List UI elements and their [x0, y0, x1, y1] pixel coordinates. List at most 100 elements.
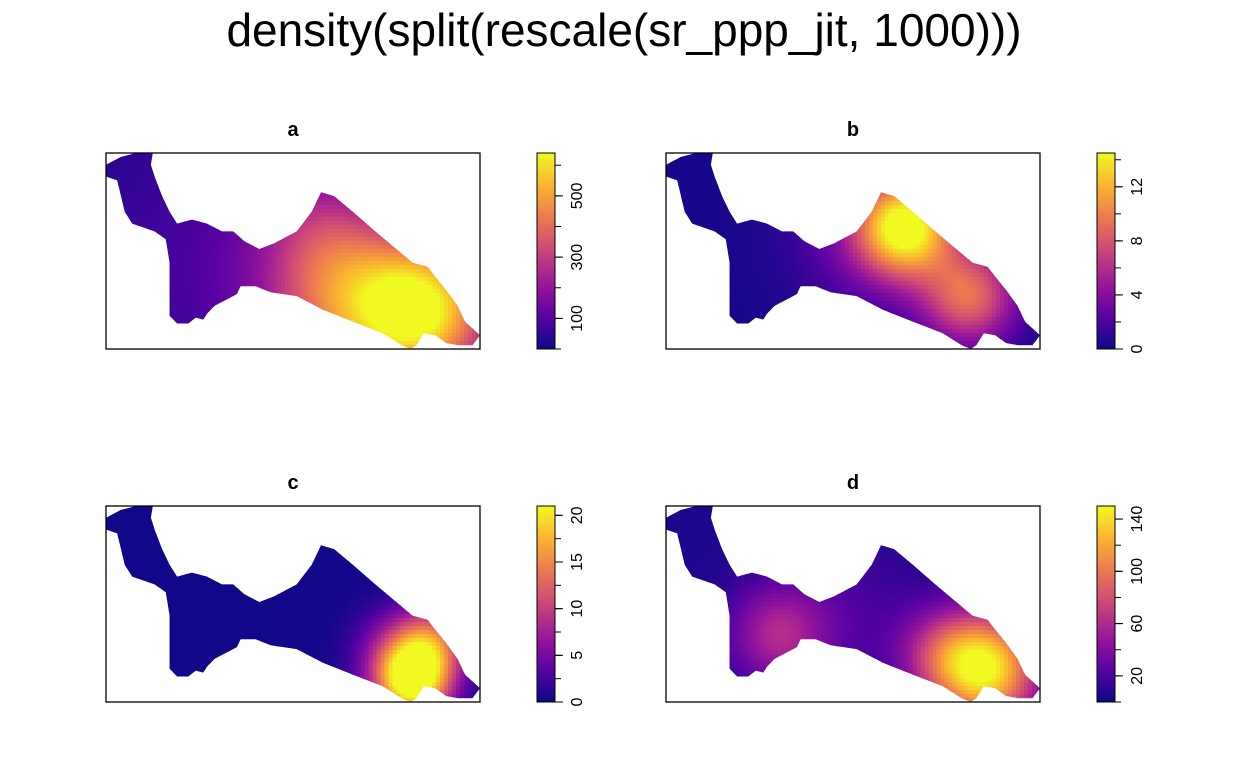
density-cell	[376, 273, 382, 278]
density-cell	[324, 197, 330, 202]
density-cell	[717, 165, 723, 170]
density-cell	[464, 253, 469, 258]
density-cell	[408, 257, 413, 262]
density-cell	[801, 165, 806, 170]
density-cell	[448, 285, 453, 290]
density-cell	[452, 297, 457, 302]
density-cell	[952, 157, 958, 162]
density-cell	[296, 325, 302, 330]
density-cell	[440, 249, 445, 254]
density-cell	[408, 293, 413, 298]
density-cell	[289, 189, 294, 194]
density-cell	[332, 269, 338, 274]
density-cell	[460, 189, 465, 194]
density-cell	[261, 337, 266, 342]
density-cell	[364, 173, 370, 178]
density-cell	[181, 157, 187, 162]
density-cell	[408, 205, 413, 210]
density-cell	[281, 261, 286, 266]
density-cell	[161, 305, 167, 310]
density-cell	[177, 297, 183, 302]
density-cell	[237, 281, 242, 286]
density-cell	[133, 161, 139, 166]
density-cell	[157, 161, 163, 166]
density-cell	[293, 221, 298, 226]
density-cell	[316, 341, 322, 346]
density-cell	[428, 277, 433, 282]
density-cell	[316, 309, 322, 314]
density-cell	[1004, 153, 1009, 158]
density-cell	[249, 269, 254, 274]
density-cell	[169, 305, 175, 310]
density-cell	[300, 293, 306, 298]
density-cell	[352, 273, 358, 278]
density-cell	[241, 285, 246, 290]
density-cell	[432, 193, 437, 198]
density-cell	[245, 281, 250, 286]
density-cell	[300, 185, 306, 190]
density-cell	[189, 233, 195, 238]
density-cell	[396, 161, 402, 166]
density-cell	[257, 201, 262, 206]
density-cell	[412, 261, 417, 266]
density-cell	[217, 157, 222, 162]
density-cell	[285, 257, 290, 262]
density-cell	[460, 317, 465, 322]
density-cell	[320, 233, 326, 238]
density-cell	[352, 189, 358, 194]
density-cell	[189, 253, 195, 258]
density-cell	[129, 305, 135, 310]
density-cell	[205, 305, 211, 310]
density-cell	[384, 313, 390, 318]
density-cell	[348, 205, 354, 210]
density-cell	[249, 273, 254, 278]
density-cell	[281, 305, 286, 310]
density-cell	[424, 277, 429, 282]
density-cell	[165, 229, 171, 234]
density-cell	[157, 261, 163, 266]
density-cell	[165, 337, 171, 342]
density-cell	[436, 165, 441, 170]
density-cell	[448, 209, 453, 214]
density-cell	[253, 169, 258, 174]
density-cell	[106, 253, 111, 258]
density-cell	[237, 317, 242, 322]
density-cell	[241, 317, 246, 322]
density-cell	[677, 165, 683, 170]
density-cell	[320, 249, 326, 254]
density-cell	[360, 269, 366, 274]
density-cell	[185, 181, 191, 186]
density-cell	[348, 273, 354, 278]
density-cell	[121, 241, 127, 246]
density-cell	[348, 237, 354, 242]
density-cell	[169, 277, 175, 282]
density-cell	[245, 273, 250, 278]
density-cell	[225, 309, 230, 314]
density-cell	[201, 301, 207, 306]
density-raster-b	[666, 153, 1040, 349]
density-cell	[356, 189, 362, 194]
density-cell	[749, 157, 755, 162]
density-cell	[432, 205, 437, 210]
density-cell	[404, 261, 409, 266]
density-cell	[145, 333, 151, 338]
density-cell	[356, 153, 362, 158]
density-cell	[201, 165, 207, 170]
density-cell	[205, 313, 211, 318]
density-cell	[273, 229, 278, 234]
density-cell	[129, 153, 135, 158]
density-cell	[149, 329, 155, 334]
density-cell	[404, 177, 409, 182]
density-cell	[717, 161, 723, 166]
density-cell	[424, 245, 429, 250]
density-cell	[225, 193, 230, 198]
density-cell	[237, 329, 242, 334]
density-cell	[316, 245, 322, 250]
density-cell	[448, 169, 453, 174]
density-cell	[797, 157, 802, 162]
density-cell	[209, 257, 215, 262]
density-cell	[412, 233, 417, 238]
density-cell	[312, 329, 318, 334]
density-cell	[444, 241, 449, 246]
density-cell	[440, 313, 445, 318]
